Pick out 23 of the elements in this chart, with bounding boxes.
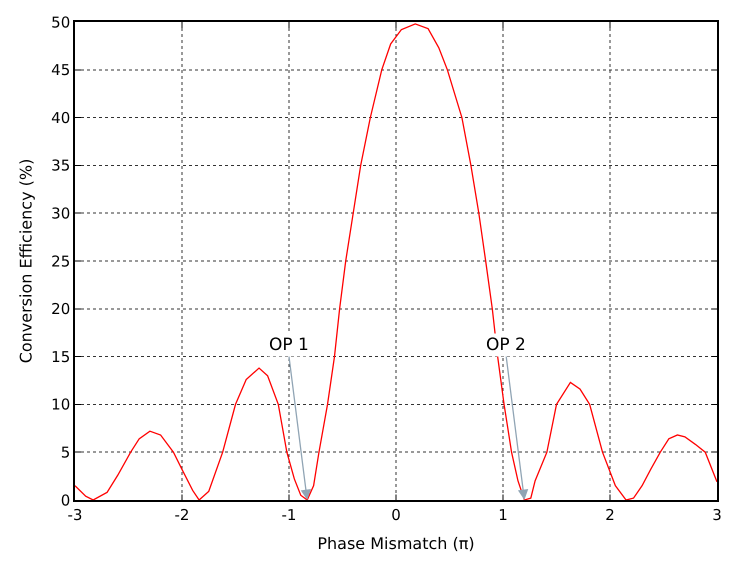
y-tick-label: 45: [51, 61, 70, 80]
annotation: OP 2: [486, 335, 526, 355]
x-tick-label: -1: [282, 506, 296, 524]
y-tick-label: 50: [51, 13, 70, 32]
y-tick-label: 15: [51, 348, 70, 366]
y-axis-title: Conversion Efficiency (%): [16, 158, 36, 364]
line-series: [75, 23, 717, 500]
y-tick-label: 20: [51, 300, 70, 318]
y-tick-label: 10: [51, 396, 70, 414]
x-tick-label: -2: [174, 506, 190, 524]
y-tick-label: 25: [51, 252, 70, 270]
y-tick-label: 40: [51, 108, 70, 127]
annotation: OP 1: [269, 335, 309, 355]
x-tick-label: 0: [391, 506, 401, 524]
x-tick-label: 3: [712, 506, 722, 524]
y-tick-label: 5: [60, 443, 70, 462]
x-axis-title: Phase Mismatch (π): [317, 534, 475, 553]
y-tick-label: 30: [51, 204, 70, 222]
y-tick-label: 35: [51, 156, 70, 175]
y-tick-label: 0: [60, 491, 70, 510]
x-tick-label: -3: [68, 506, 82, 524]
x-tick-label: 2: [605, 506, 615, 524]
x-tick-label: 1: [498, 506, 508, 524]
